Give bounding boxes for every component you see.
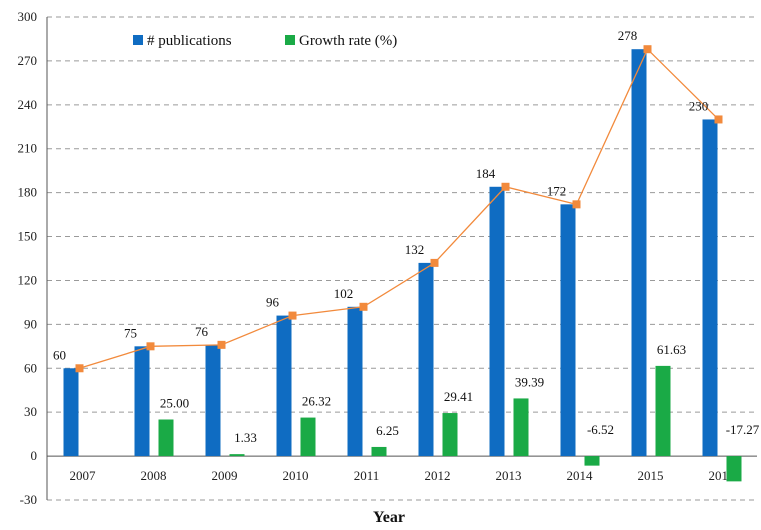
data-label-publications: 102 bbox=[334, 286, 354, 301]
x-tick-label: 2010 bbox=[283, 468, 309, 483]
y-tick-label: 180 bbox=[18, 185, 38, 200]
trend-marker bbox=[501, 182, 510, 191]
trend-marker bbox=[714, 115, 723, 124]
bar-publications bbox=[205, 344, 221, 457]
x-tick-label: 2008 bbox=[141, 468, 167, 483]
bar-growth-rate bbox=[655, 365, 671, 457]
data-label-growth-rate: 39.39 bbox=[515, 374, 544, 389]
trend-marker bbox=[75, 364, 84, 373]
data-label-publications: 132 bbox=[405, 242, 425, 257]
x-tick-label: 2012 bbox=[425, 468, 451, 483]
y-tick-label: 300 bbox=[18, 9, 38, 24]
trend-marker bbox=[288, 311, 297, 320]
data-label-publications: 75 bbox=[124, 325, 137, 340]
data-label-publications: 230 bbox=[689, 98, 709, 113]
x-tick-label: 2014 bbox=[567, 468, 594, 483]
x-tick-label: 2015 bbox=[638, 468, 664, 483]
y-tick-label: 90 bbox=[24, 316, 37, 331]
bar-publications bbox=[276, 315, 292, 457]
y-tick-label: -30 bbox=[20, 492, 37, 507]
data-label-growth-rate: 61.63 bbox=[657, 342, 686, 357]
x-axis-title: Year bbox=[373, 509, 405, 526]
x-tick-label: 2011 bbox=[354, 468, 380, 483]
data-label-growth-rate: 6.25 bbox=[376, 423, 399, 438]
y-tick-label: 0 bbox=[31, 448, 38, 463]
bar-growth-rate bbox=[513, 398, 529, 457]
bar-growth-rate bbox=[726, 456, 742, 482]
y-tick-label: 60 bbox=[24, 360, 37, 375]
data-label-publications: 96 bbox=[266, 295, 280, 310]
data-label-growth-rate: -17.27 bbox=[726, 422, 760, 437]
bar-growth-rate bbox=[300, 417, 316, 457]
data-label-growth-rate: 1.33 bbox=[234, 430, 257, 445]
y-tick-labels: -30 0 30 60 90 120 150 180 210 240 270 300 bbox=[18, 9, 38, 507]
data-label-publications: 278 bbox=[618, 28, 638, 43]
y-tick-label: 150 bbox=[18, 229, 38, 244]
y-tick-label: 210 bbox=[18, 141, 38, 156]
data-label-growth-rate: 29.41 bbox=[444, 389, 473, 404]
trend-line bbox=[75, 45, 723, 373]
data-label-growth-rate: 26.32 bbox=[302, 394, 331, 409]
bar-growth-rate bbox=[158, 419, 174, 457]
bars bbox=[63, 49, 742, 482]
bar-growth-rate bbox=[442, 413, 458, 457]
y-tick-label: 30 bbox=[24, 404, 37, 419]
data-labels: 60 75 25.00 76 1.33 96 26.32 102 6.25 132 29.41 184… bbox=[53, 28, 760, 445]
legend-label-growth: Growth rate (%) bbox=[299, 33, 397, 49]
data-label-growth-rate: 25.00 bbox=[160, 396, 189, 411]
y-tick-label: 270 bbox=[18, 53, 38, 68]
x-tick-label: 2009 bbox=[212, 468, 238, 483]
trend-line-path bbox=[79, 48, 719, 369]
bar-publications bbox=[134, 346, 150, 457]
bar-publications bbox=[489, 186, 505, 457]
x-tick-labels: 2007 2008 2009 2010 2011 2012 2013 2014 2015 2016 bbox=[70, 468, 736, 483]
bar-publications bbox=[347, 306, 363, 457]
bar-publications bbox=[418, 262, 434, 457]
x-tick-label: 2013 bbox=[496, 468, 522, 483]
x-tick-label: 2007 bbox=[70, 468, 97, 483]
data-label-growth-rate: -6.52 bbox=[587, 422, 614, 437]
legend-label-publications: # publications bbox=[147, 33, 232, 49]
data-label-publications: 76 bbox=[195, 324, 209, 339]
y-tick-label: 240 bbox=[18, 97, 38, 112]
axes bbox=[46, 17, 757, 500]
trend-marker bbox=[359, 302, 368, 311]
data-label-publications: 172 bbox=[547, 183, 567, 198]
trend-marker bbox=[430, 258, 439, 267]
bar-publications bbox=[631, 49, 647, 457]
trend-marker bbox=[572, 200, 581, 209]
trend-marker bbox=[643, 45, 652, 54]
bar-growth-rate bbox=[229, 454, 245, 457]
bar-growth-rate bbox=[584, 456, 600, 466]
legend-swatch-growth bbox=[285, 35, 295, 45]
data-label-publications: 184 bbox=[476, 166, 496, 181]
bar-growth-rate bbox=[371, 446, 387, 457]
bar-publications bbox=[63, 368, 79, 457]
legend-swatch-publications bbox=[133, 35, 143, 45]
trend-marker bbox=[146, 342, 155, 351]
trend-marker bbox=[217, 340, 226, 349]
bar-publications bbox=[560, 204, 576, 457]
gridlines bbox=[47, 16, 757, 501]
bar-publications bbox=[702, 119, 718, 457]
data-label-publications: 60 bbox=[53, 347, 66, 362]
legend: # publications Growth rate (%) bbox=[133, 33, 397, 49]
y-tick-label: 120 bbox=[18, 272, 38, 287]
